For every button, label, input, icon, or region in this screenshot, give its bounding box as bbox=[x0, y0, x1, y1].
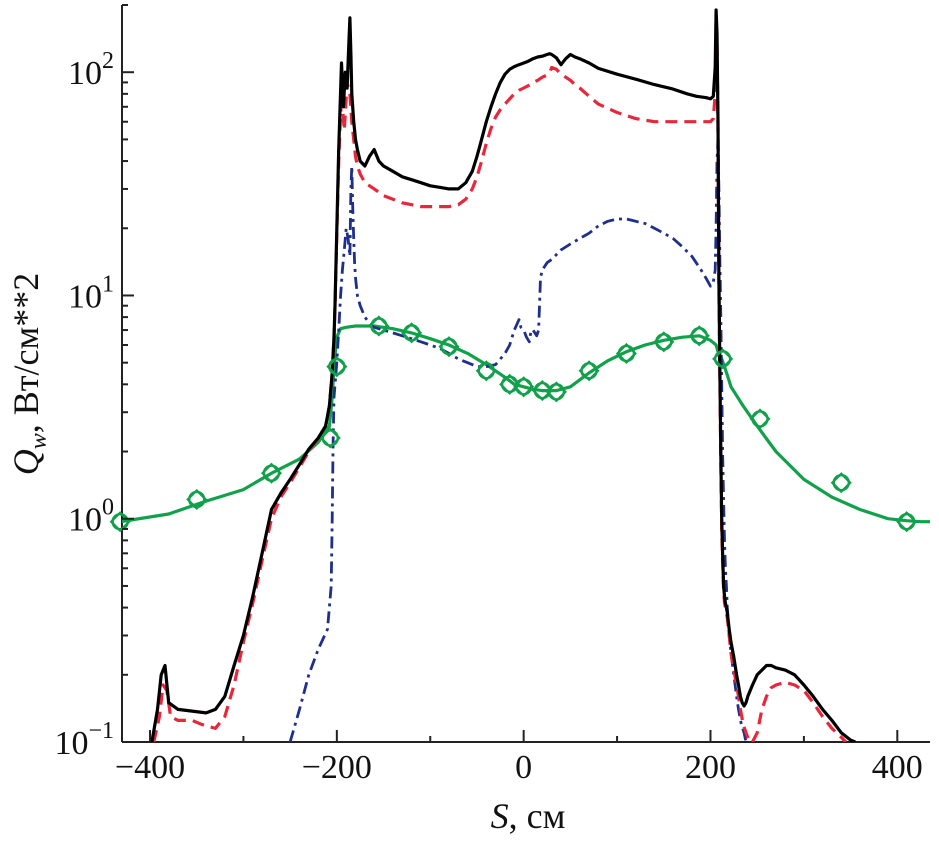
marker-point bbox=[896, 511, 918, 533]
y-tick-label: 102 bbox=[68, 48, 114, 92]
series-layer bbox=[122, 8, 930, 742]
marker-point bbox=[401, 322, 423, 344]
series-line-green-markers bbox=[122, 324, 930, 524]
plot-area: 10−1 100 101 102 −400 −200 0 200 400 bbox=[54, 4, 930, 786]
y-axis-label: Qw, Вт/см**2 bbox=[6, 273, 52, 476]
marker-point bbox=[545, 381, 567, 403]
series-line-red-dashed bbox=[152, 19, 848, 742]
x-axis-var: S bbox=[491, 796, 509, 836]
y-axis-sub: w bbox=[26, 433, 52, 449]
y-axis-unit: , Вт/см**2 bbox=[6, 273, 46, 434]
x-tick-label: −400 bbox=[115, 749, 185, 786]
marker-point bbox=[513, 376, 535, 398]
marker-layer bbox=[109, 315, 918, 533]
series-line-blue-dashdot bbox=[288, 138, 748, 742]
x-tick-label: 200 bbox=[685, 749, 736, 786]
marker-point bbox=[186, 488, 208, 511]
x-tick-label: 0 bbox=[515, 749, 532, 786]
y-axis-label-group: Qw, Вт/см**2 bbox=[6, 273, 52, 476]
marker-point bbox=[319, 427, 341, 449]
marker-point bbox=[688, 325, 710, 347]
y-axis-var: Q bbox=[6, 449, 46, 475]
x-tick-label: 400 bbox=[872, 749, 923, 786]
marker-point bbox=[830, 472, 852, 494]
marker-point bbox=[653, 331, 675, 353]
marker-point bbox=[749, 408, 771, 430]
x-axis-label: S, см bbox=[491, 796, 566, 836]
y-tick-label: 10−1 bbox=[54, 718, 114, 762]
marker-point bbox=[475, 360, 497, 382]
marker-point bbox=[438, 336, 460, 358]
x-ticks: −400 −200 0 200 400 bbox=[115, 730, 923, 786]
x-axis-unit: , см bbox=[509, 796, 566, 836]
y-tick-label: 101 bbox=[68, 271, 114, 315]
marker-point bbox=[260, 462, 283, 484]
marker-point bbox=[615, 342, 637, 364]
marker-point bbox=[712, 348, 734, 370]
y-ticks: 10−1 100 101 102 bbox=[54, 4, 134, 762]
x-tick-label: −200 bbox=[302, 749, 372, 786]
y-tick-label: 100 bbox=[68, 495, 114, 539]
marker-point bbox=[326, 356, 348, 378]
marker-point bbox=[578, 360, 600, 382]
marker-point bbox=[368, 315, 390, 337]
